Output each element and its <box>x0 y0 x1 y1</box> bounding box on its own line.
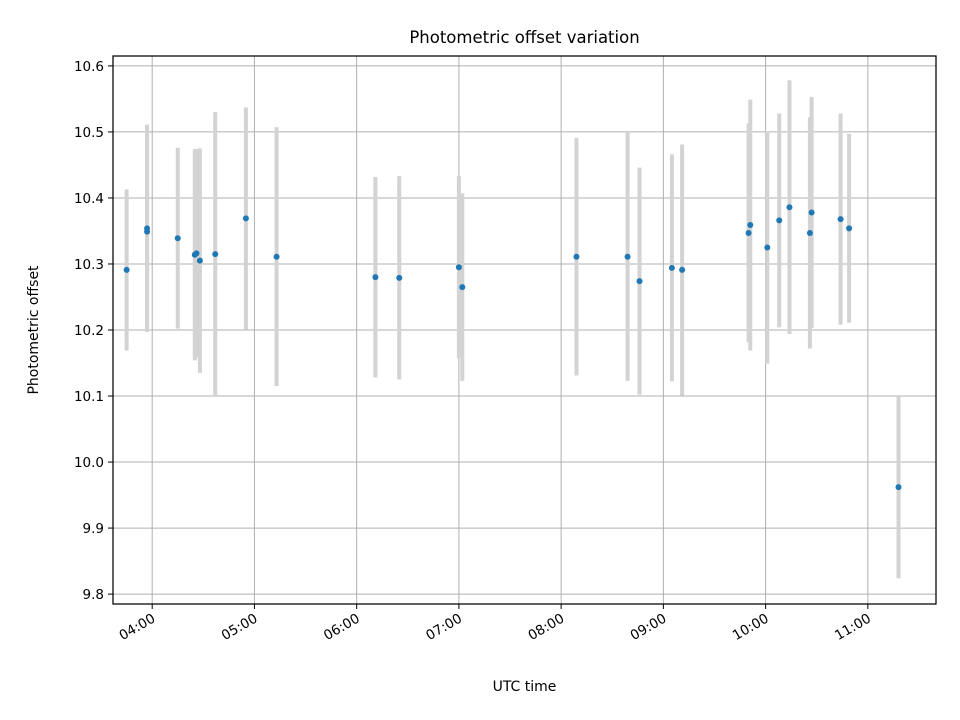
x-tick-label: 07:00 <box>423 611 465 644</box>
data-point <box>846 225 853 232</box>
data-point <box>636 278 643 285</box>
x-axis: 04:00 05:00 06:00 07:00 08:00 09:00 10:00 11:00 <box>116 604 874 644</box>
data-point <box>786 204 793 211</box>
data-point <box>764 244 771 251</box>
y-tick-label: 10.5 <box>74 125 104 141</box>
x-axis-label: UTC time <box>493 679 557 695</box>
x-tick-label: 10:00 <box>730 611 772 644</box>
data-point <box>573 253 580 260</box>
x-tick-label: 05:00 <box>219 611 261 644</box>
chart-title: Photometric offset variation <box>409 28 639 47</box>
data-point <box>396 274 403 281</box>
y-tick-label: 10.1 <box>74 389 104 405</box>
data-point <box>837 216 844 223</box>
data-point <box>624 253 631 260</box>
y-tick-label: 9.8 <box>83 587 104 603</box>
data-point <box>459 284 466 291</box>
data-point <box>242 215 249 222</box>
data-point <box>273 253 280 260</box>
data-point <box>193 250 200 257</box>
data-point <box>776 217 783 224</box>
errorbars <box>124 80 901 579</box>
y-tick-label: 10.2 <box>74 323 104 339</box>
data-point <box>174 235 181 242</box>
data-point <box>895 484 902 491</box>
y-axis-label: Photometric offset <box>26 265 42 395</box>
y-tick-label: 9.9 <box>83 521 104 537</box>
data-point <box>212 251 219 258</box>
y-axis: 9.8 9.9 10.0 10.1 10.2 10.3 10.4 10.5 10.6 <box>74 59 113 603</box>
data-point <box>372 274 379 281</box>
x-tick-label: 06:00 <box>321 611 363 644</box>
x-tick-label: 09:00 <box>628 611 670 644</box>
data-point <box>808 209 815 216</box>
x-tick-label: 08:00 <box>525 611 567 644</box>
markers <box>123 204 902 491</box>
y-tick-label: 10.3 <box>74 257 104 273</box>
y-tick-label: 10.4 <box>74 191 104 207</box>
x-tick-label: 04:00 <box>116 611 158 644</box>
x-tick-label: 11:00 <box>832 611 874 644</box>
data-point <box>144 225 151 232</box>
data-point <box>747 222 754 229</box>
data-point <box>806 229 813 236</box>
data-point <box>123 266 130 273</box>
y-tick-label: 10.6 <box>74 59 104 75</box>
data-point <box>455 264 462 271</box>
data-point <box>745 229 752 236</box>
y-tick-label: 10.0 <box>74 455 104 471</box>
data-point <box>679 266 686 273</box>
data-point <box>668 264 675 271</box>
data-point <box>196 257 203 264</box>
